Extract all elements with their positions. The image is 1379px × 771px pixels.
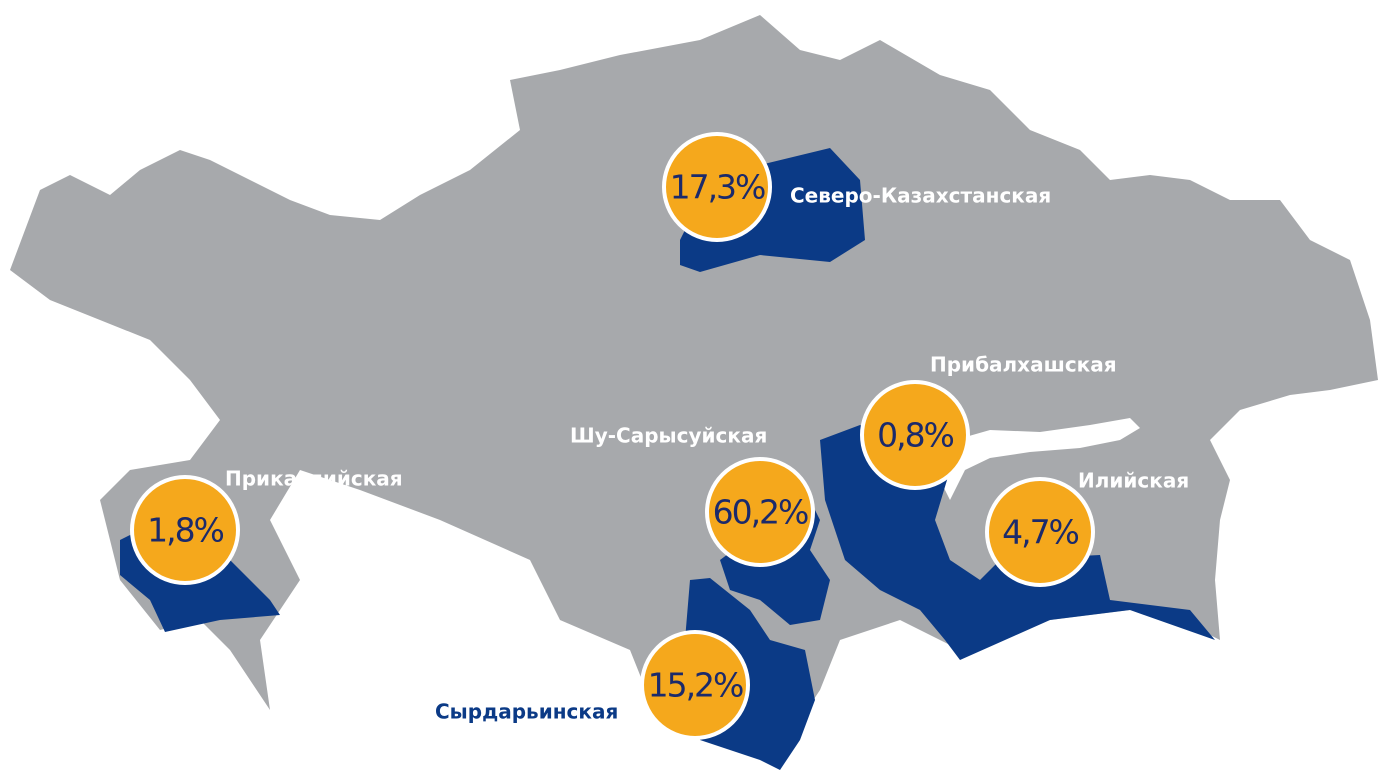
region-name: Северо-Казахстанская bbox=[790, 184, 1051, 208]
region-name: Сырдарьинская bbox=[435, 700, 618, 724]
region-marker bbox=[860, 380, 970, 490]
region-name: Прибалхашская bbox=[930, 353, 1117, 377]
region-share: 1,8% bbox=[147, 511, 223, 550]
region-marker bbox=[985, 477, 1095, 587]
region-name: Шу-Сарысуйская bbox=[570, 424, 767, 448]
region-name: Илийская bbox=[1078, 469, 1189, 493]
region-share: 15,2% bbox=[648, 666, 743, 705]
region-marker bbox=[640, 630, 750, 740]
region-marker bbox=[662, 132, 772, 242]
region-marker bbox=[705, 457, 815, 567]
region-share: 17,3% bbox=[670, 168, 765, 207]
region-name: Прикаспийская bbox=[225, 467, 403, 491]
region-share: 60,2% bbox=[713, 493, 808, 532]
region-share: 4,7% bbox=[1002, 513, 1078, 552]
region-share: 0,8% bbox=[877, 416, 953, 455]
region-marker bbox=[130, 475, 240, 585]
lake-balkhash bbox=[940, 418, 1140, 500]
